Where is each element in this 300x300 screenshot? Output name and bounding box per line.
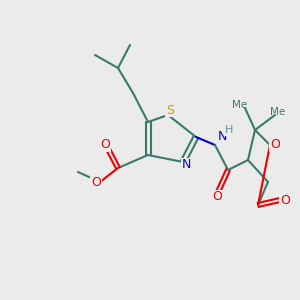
Text: N: N bbox=[217, 130, 227, 143]
Text: O: O bbox=[100, 139, 110, 152]
Text: O: O bbox=[212, 190, 222, 203]
Text: Me: Me bbox=[270, 107, 286, 117]
Text: S: S bbox=[166, 103, 174, 116]
Text: O: O bbox=[280, 194, 290, 206]
Text: O: O bbox=[91, 176, 101, 188]
Text: O: O bbox=[270, 139, 280, 152]
Text: Me: Me bbox=[232, 100, 247, 110]
Text: H: H bbox=[225, 125, 233, 135]
Text: N: N bbox=[181, 158, 191, 172]
